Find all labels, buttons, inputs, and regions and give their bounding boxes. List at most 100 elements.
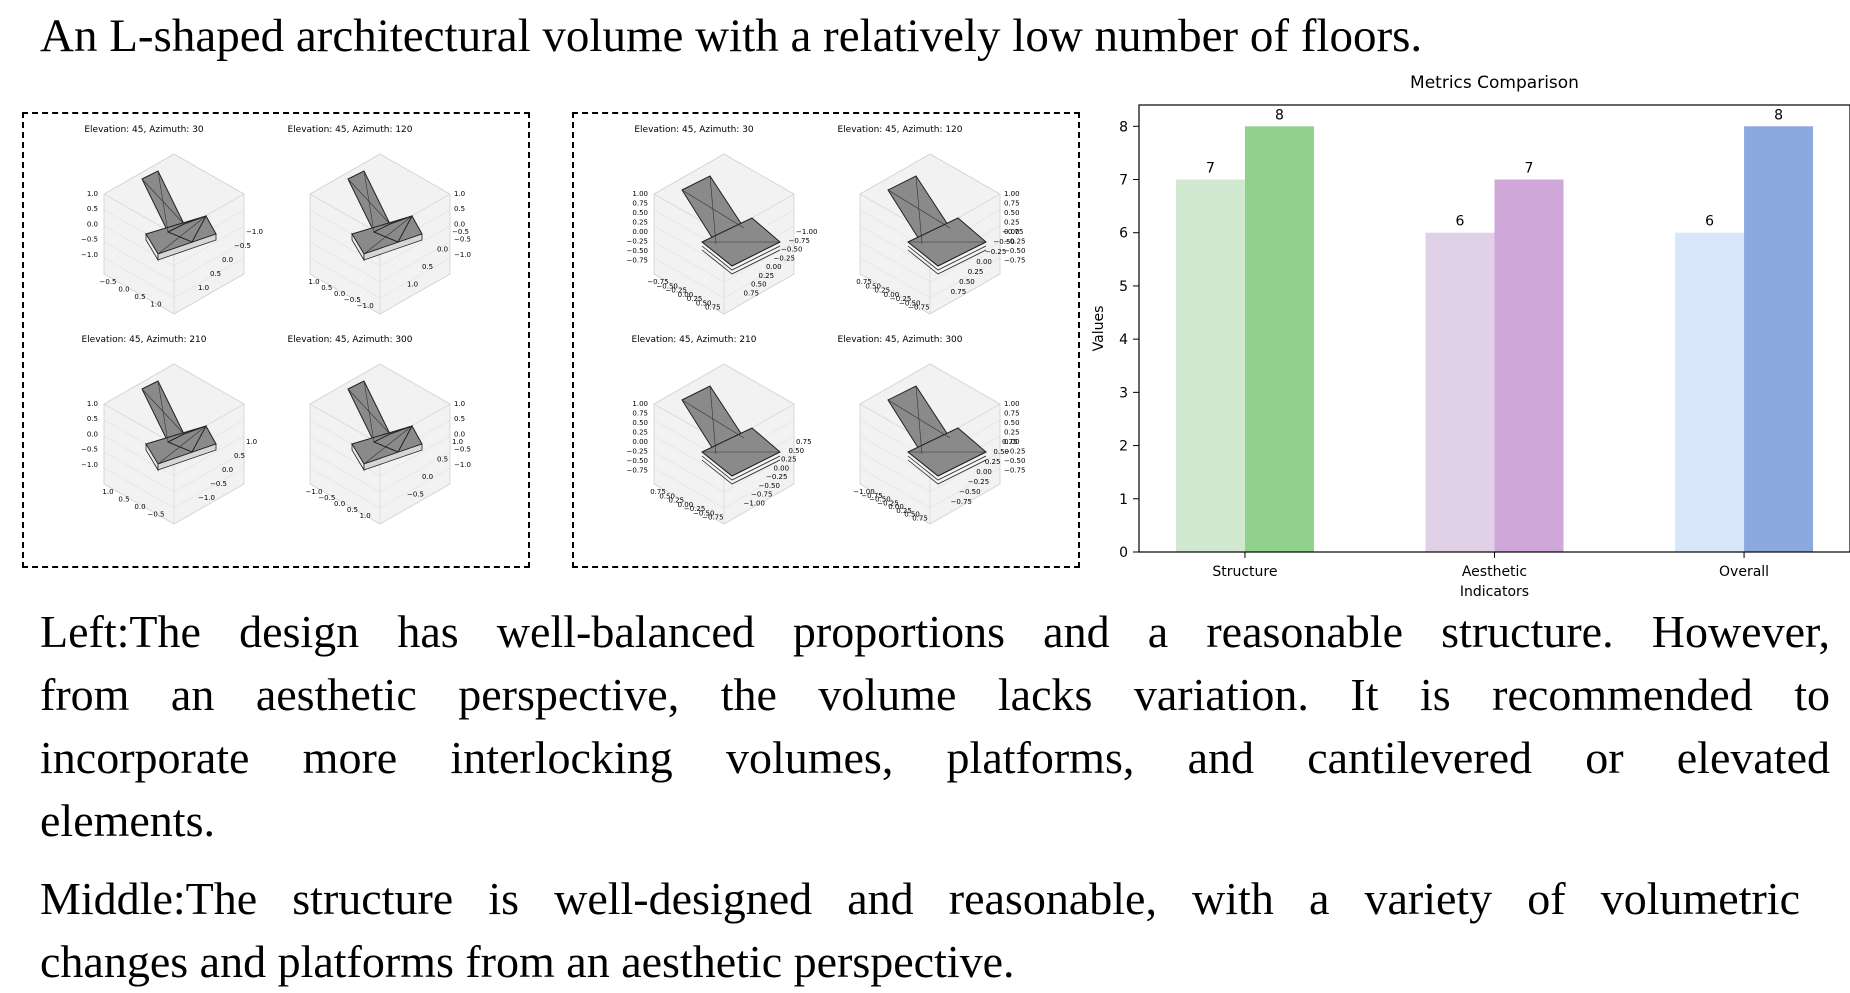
bar-chart-svg: Metrics Comparison 0 1 2 3 4 5 6 7 8 Values 7 8 Struc… (1091, 73, 1850, 600)
x-tick-label: −0.50 (869, 496, 890, 504)
z-tick-label: 0.75 (1004, 200, 1020, 208)
bar-overall-2 (1744, 126, 1814, 553)
y-tick-label: −0.50 (627, 457, 648, 465)
r-tick-label: 0.00 (976, 258, 992, 266)
r-tick-label: 0.75 (1002, 438, 1018, 446)
x-tick-label: −1.0 (357, 302, 374, 310)
r-tick-label: −0.5 (210, 480, 227, 488)
r-tick-label: 0.5 (437, 456, 448, 464)
z-tick-label: 1.0 (454, 400, 465, 408)
r-tick-label: 0.0 (222, 466, 233, 474)
x-tick-label: 0.00 (678, 501, 694, 509)
x-tick-label: 0.50 (904, 511, 920, 519)
massing-model (141, 170, 217, 262)
y-tick-label: −1.0 (81, 251, 98, 259)
r-tick-label: −0.25 (774, 254, 795, 262)
r-tick-label: 0.0 (422, 473, 433, 481)
r-tick-label: 0.50 (959, 278, 975, 286)
x-tick-label: −0.25 (684, 505, 705, 513)
massing-model (681, 385, 781, 485)
view-title: Elevation: 45, Azimuth: 300 (287, 335, 412, 345)
left-3d-views: Elevation: 45, Azimuth: 301.00.50.0−0.5−… (81, 125, 471, 525)
y-tick-label: 8 (1119, 119, 1128, 135)
x-tick-label: 0.75 (912, 514, 928, 522)
x-tick-label: −1.00 (853, 488, 874, 496)
x-tick-label: 0.0 (134, 503, 145, 511)
r-tick-label: −1.00 (744, 499, 765, 507)
z-tick-label: 1.00 (1004, 190, 1020, 198)
view-3: Elevation: 45, Azimuth: 2101.00.50.0−0.5… (81, 335, 257, 525)
chart-title: Metrics Comparison (1410, 74, 1579, 93)
r-tick-label: −0.75 (789, 237, 810, 245)
view-title: Elevation: 45, Azimuth: 210 (631, 335, 756, 345)
x-tick-label: 0.5 (118, 496, 129, 504)
view-title: Elevation: 45, Azimuth: 210 (81, 335, 206, 345)
r-tick-label: −0.75 (951, 498, 972, 506)
z-tick-label: 0.5 (454, 415, 465, 423)
y-tick-label: 1.0 (87, 400, 98, 408)
x-tick-label: −0.50 (656, 282, 677, 290)
y-tick-label: 2 (1119, 439, 1128, 455)
z-tick-label: 0.0 (454, 430, 465, 438)
z-tick-label: 0.5 (454, 205, 465, 213)
view-title: Elevation: 45, Azimuth: 30 (84, 125, 204, 135)
page-heading: An L-shaped architectural volume with a … (40, 10, 1423, 62)
r-tick-label: −1.00 (796, 228, 817, 236)
bar-aesthetic-1 (1425, 232, 1495, 552)
y-tick-label: 0.25 (632, 429, 648, 437)
x-tick-label: 0.75 (705, 304, 721, 312)
left-para-line-1: Left:The design has well-balanced propor… (40, 606, 1830, 657)
r-tick-label: −0.50 (781, 246, 802, 254)
x-tick-label: −0.75 (647, 278, 668, 286)
y-tick-label: 1.00 (632, 400, 648, 408)
y-tick-label: −0.75 (627, 467, 648, 475)
massing-model (681, 175, 781, 275)
tick-labels: 1.00.50.0−0.5−1.01.00.50.0−0.51.00.50.0−… (81, 400, 257, 519)
z-tick-label: 1.0 (454, 190, 465, 198)
left-para-line-3: incorporate more interlocking volumes, p… (40, 732, 1830, 783)
x-tick-label: −0.25 (890, 295, 911, 303)
view-2: Elevation: 45, Azimuth: 1201.00.50.0−0.5… (287, 125, 471, 315)
z-tick-label: 1.00 (1004, 400, 1020, 408)
x-tick-label: −0.75 (702, 514, 723, 522)
y-tick-label: 3 (1119, 385, 1128, 401)
z-tick-label: −0.25 (1004, 238, 1025, 246)
bar-value-label: 8 (1774, 107, 1783, 123)
massing-model (887, 175, 987, 275)
x-axis-label: Indicators (1460, 584, 1529, 600)
z-tick-label: 0.00 (1004, 438, 1020, 446)
y-tick-label: 0.25 (632, 219, 648, 227)
x-tick-label: 0.75 (650, 488, 666, 496)
y-tick-label: 0.0 (87, 430, 98, 438)
z-tick-label: −1.0 (454, 461, 471, 469)
x-tick-label: −1.0 (306, 488, 323, 496)
bar-value-label: 6 (1705, 214, 1714, 230)
y-tick-label: 0.75 (632, 200, 648, 208)
bar-value-label: 7 (1525, 161, 1534, 177)
view-1: Elevation: 45, Azimuth: 301.00.50.0−0.5−… (81, 125, 263, 315)
view-title: Elevation: 45, Azimuth: 300 (837, 335, 962, 345)
x-tick-label: Structure (1212, 564, 1277, 580)
r-tick-label: −0.25 (968, 478, 989, 486)
y-tick-label: −0.25 (627, 238, 648, 246)
r-tick-label: 0.0 (437, 246, 448, 254)
left-para-line-4: elements. (40, 795, 215, 846)
x-tick-label: 0.00 (678, 291, 694, 299)
z-tick-label: −0.5 (454, 236, 471, 244)
r-tick-label: −0.50 (959, 488, 980, 496)
left-evaluation-paragraph: Left:The design has well-balanced propor… (40, 600, 1830, 852)
y-tick-label: −0.5 (81, 236, 98, 244)
x-tick-label: −0.5 (148, 511, 165, 519)
view-2: Elevation: 45, Azimuth: 1201.000.750.500… (837, 125, 1025, 315)
x-tick-label: 0.25 (896, 507, 912, 515)
y-axis-label: Values (1091, 306, 1107, 352)
tick-labels: 1.000.750.500.250.00−0.25−0.50−0.75−0.75… (627, 190, 818, 312)
y-tick-label: 0.00 (632, 228, 648, 236)
r-tick-label: 0.75 (744, 289, 760, 297)
view-1: Elevation: 45, Azimuth: 301.000.750.500.… (627, 125, 818, 315)
x-tick-label: −0.50 (693, 509, 714, 517)
y-tick-label: −1.0 (81, 461, 98, 469)
view-4: Elevation: 45, Azimuth: 3001.000.750.500… (837, 335, 1025, 525)
x-tick-label: 1.0 (102, 488, 113, 496)
x-tick-label: 0.50 (865, 282, 881, 290)
